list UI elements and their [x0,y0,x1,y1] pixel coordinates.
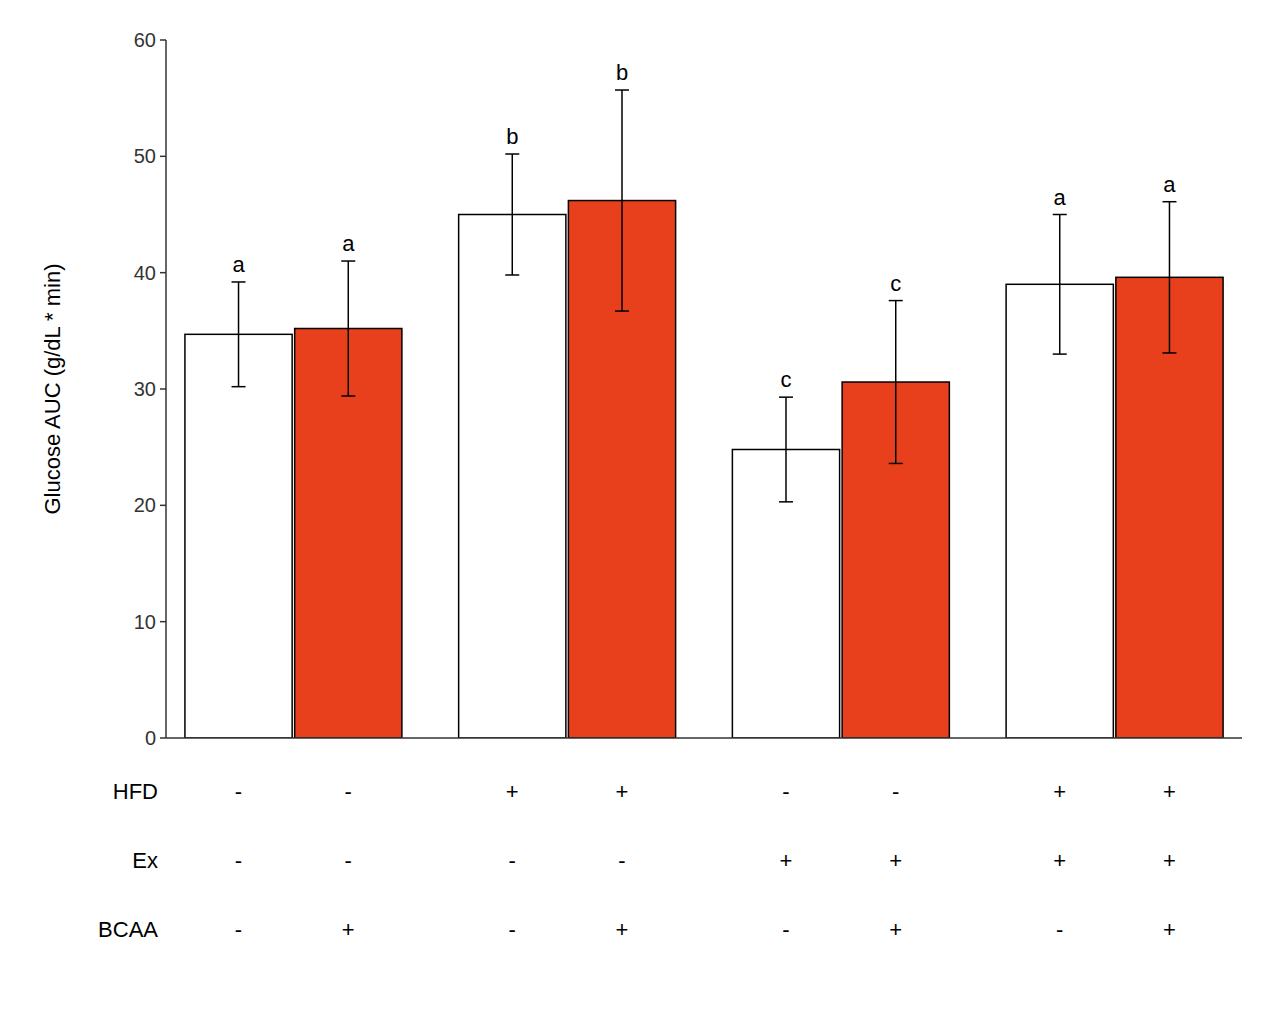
error-bar [341,261,355,396]
error-cap [779,501,793,503]
table-row-label: Ex [132,848,158,873]
table-row-label: HFD [113,779,158,804]
treatment-table: HFD - - + + - - + + Ex - - - - + + + + BCAA - + - + - + - + [98,779,1176,942]
table-cell: + [616,917,629,942]
table-cell: - [892,779,899,804]
significance-letter: a [232,252,245,277]
error-cap [1053,353,1067,355]
error-cap [232,281,246,283]
y-tick [160,737,166,739]
error-cap [615,89,629,91]
axes: 0 10 20 30 40 50 60 [134,29,1242,749]
table-cell: + [1163,917,1176,942]
table-cell: + [1053,779,1066,804]
y-tick-label: 0 [145,727,156,749]
error-cap [889,463,903,465]
table-cell: + [506,779,519,804]
error-bar [1053,215,1067,355]
error-cap [779,396,793,398]
bar [185,334,292,738]
y-axis-label: Glucose AUC (g/dL * min) [40,263,65,514]
error-cap [1162,352,1176,354]
error-bar [505,154,519,275]
table-cell: - [1056,917,1063,942]
error-cap [505,153,519,155]
error-line [895,301,897,464]
y-tick [160,388,166,390]
error-cap [341,260,355,262]
error-bar [232,282,246,387]
error-line [512,154,514,275]
significance-letter: b [616,60,628,85]
plot-area [185,90,1223,738]
error-bar [779,397,793,502]
error-cap [1053,214,1067,216]
table-cell: + [1053,848,1066,873]
error-bar [889,301,903,464]
y-tick-label: 60 [134,29,156,51]
table-cell: - [235,848,242,873]
significance-letter: a [1163,172,1176,197]
table-cell: + [889,917,902,942]
table-cell: + [616,779,629,804]
y-tick [160,156,166,158]
table-cell: + [1163,779,1176,804]
error-line [621,90,623,311]
table-cell: - [509,848,516,873]
table-cell: - [782,779,789,804]
x-axis-line [166,737,1242,739]
y-tick-label: 50 [134,145,156,167]
table-cell: + [342,917,355,942]
table-cell: - [509,917,516,942]
table-row-label: BCAA [98,917,158,942]
error-line [238,282,240,387]
significance-letter: a [1054,185,1067,210]
error-bar [1162,202,1176,353]
significance-letter: c [890,271,901,296]
table-cell: - [782,917,789,942]
y-tick [160,621,166,623]
y-tick-label: 10 [134,611,156,633]
error-cap [341,395,355,397]
significance-letter: a [342,231,355,256]
y-tick-label: 30 [134,378,156,400]
table-cell: + [780,848,793,873]
error-line [1059,215,1061,355]
table-cell: - [235,779,242,804]
y-tick [160,39,166,41]
chart: a a b b c c a a 0 10 20 30 40 50 60 Glucose AUC (g/dL *… [0,0,1280,1011]
error-cap [615,310,629,312]
table-cell: - [235,917,242,942]
error-line [785,397,787,502]
significance-letter: b [506,124,518,149]
error-cap [232,386,246,388]
table-cell: - [345,848,352,873]
table-cell: - [345,779,352,804]
y-tick [160,272,166,274]
error-cap [505,274,519,276]
y-tick-label: 40 [134,262,156,284]
error-line [348,261,350,396]
table-cell: - [618,848,625,873]
bar [459,215,566,739]
y-tick [160,505,166,507]
significance-letter: c [780,367,791,392]
error-cap [1162,201,1176,203]
y-tick-label: 20 [134,494,156,516]
table-cell: + [889,848,902,873]
error-cap [889,300,903,302]
error-bar [615,90,629,311]
table-cell: + [1163,848,1176,873]
error-line [1169,202,1171,353]
